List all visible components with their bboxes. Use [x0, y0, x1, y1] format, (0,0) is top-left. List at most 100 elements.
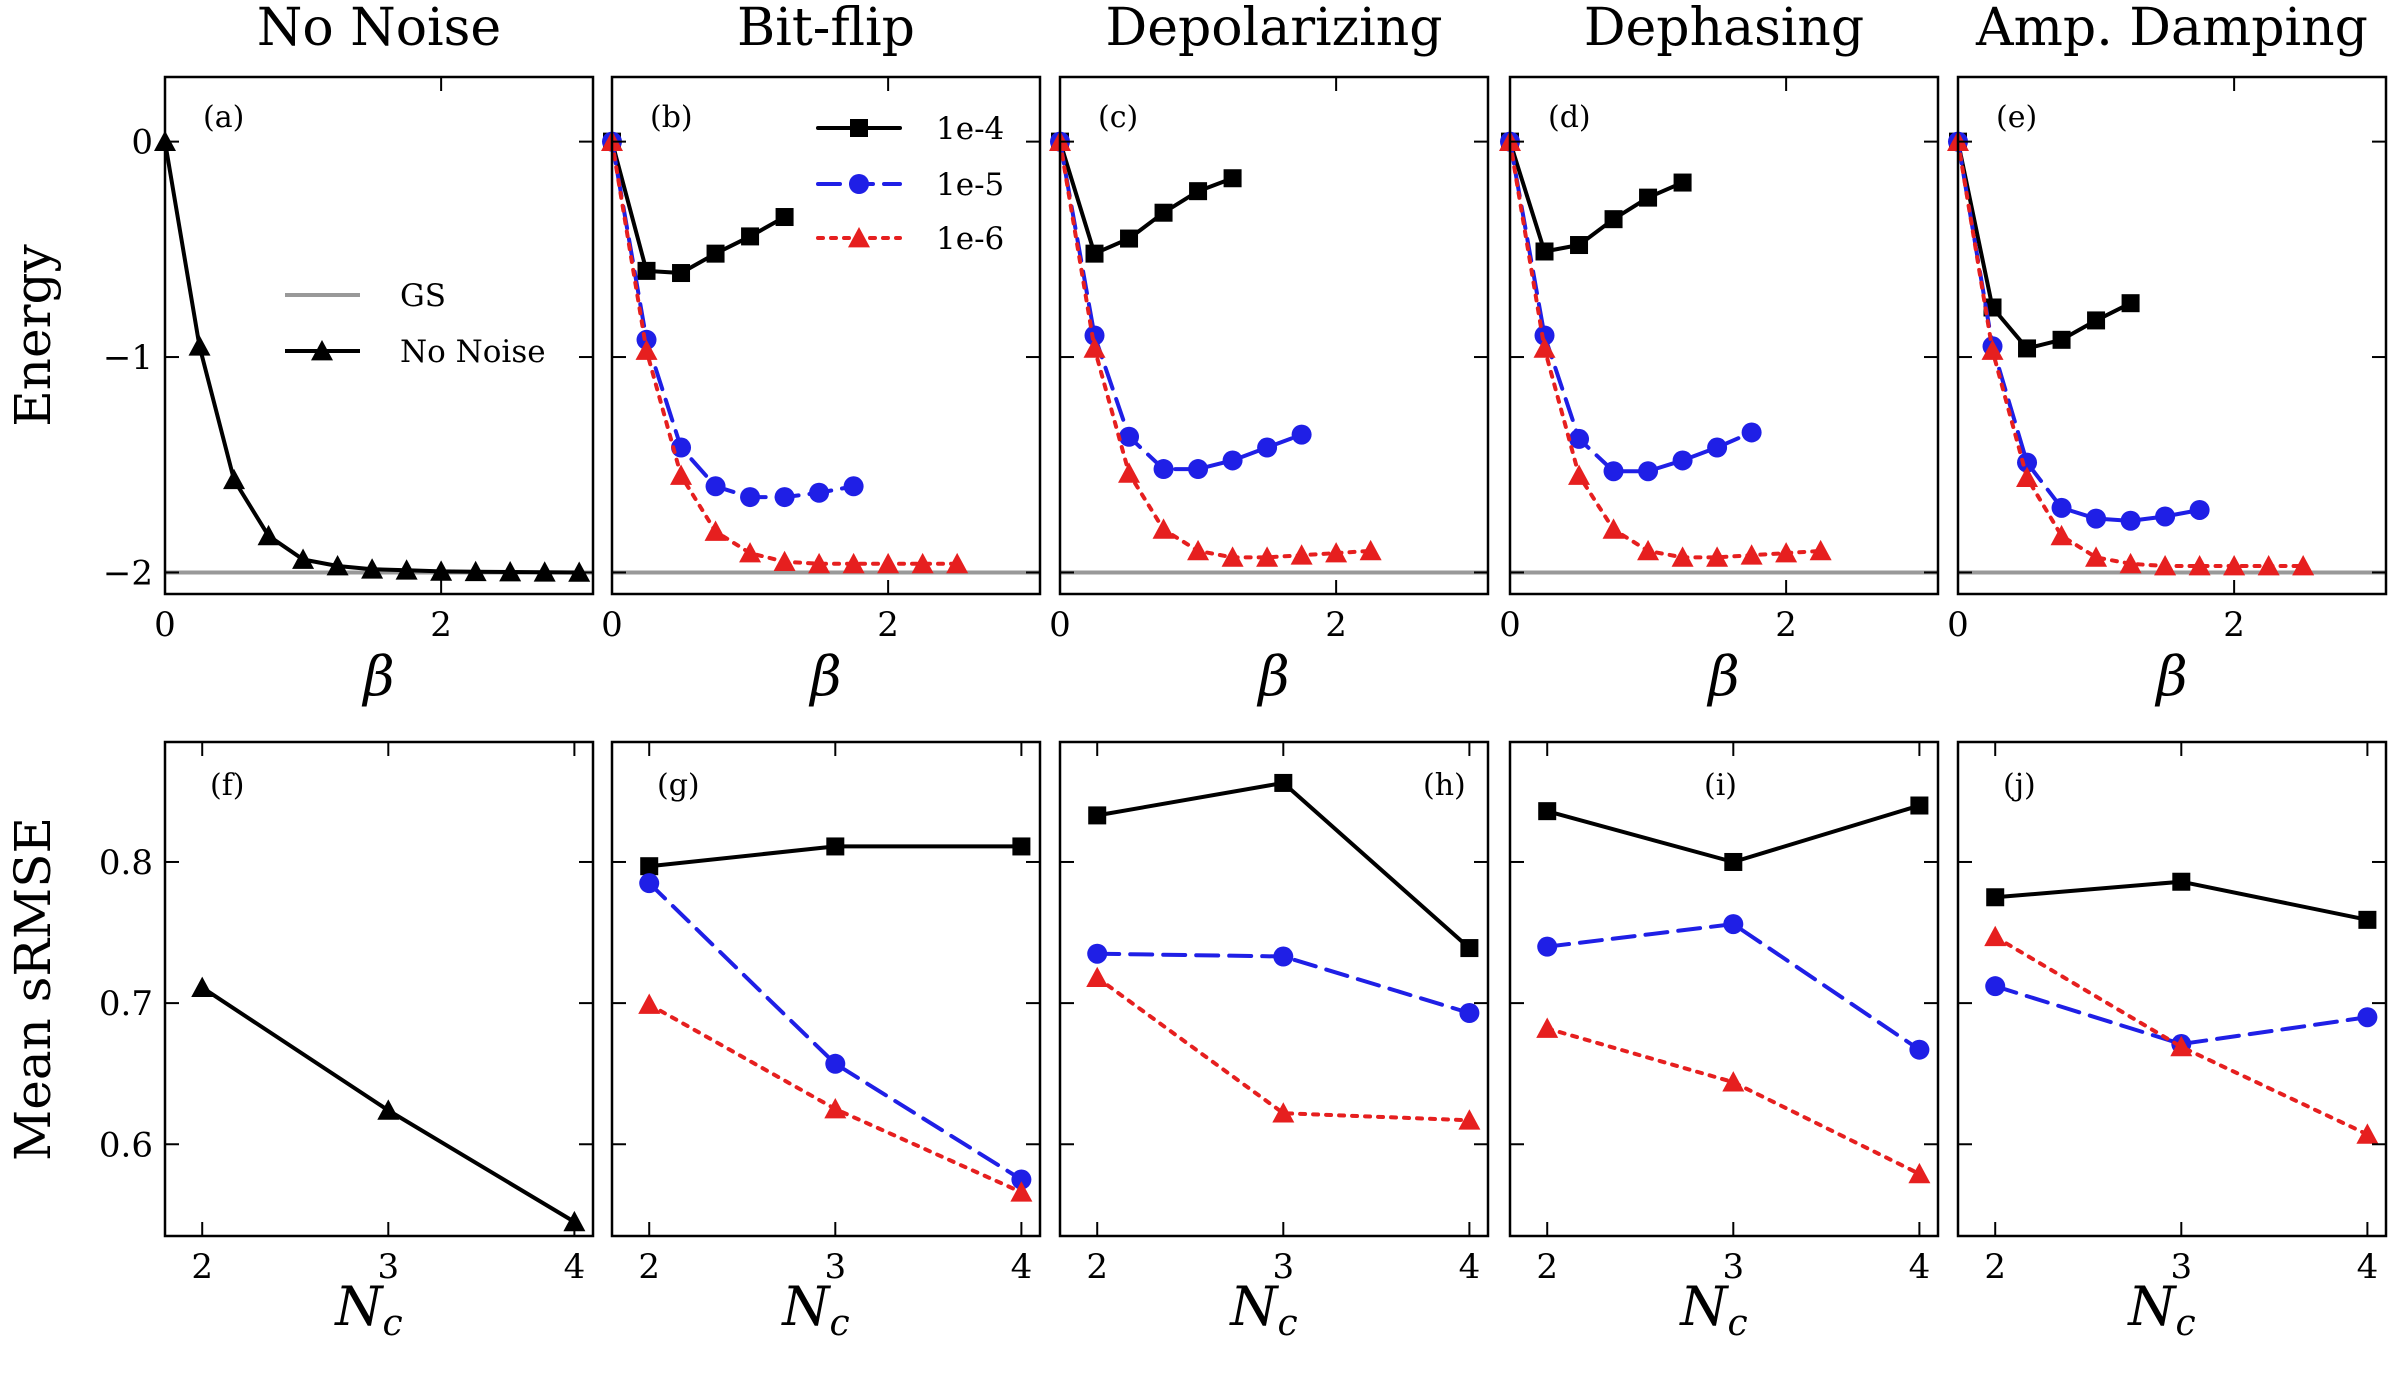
y-tick-label: 0 — [131, 123, 153, 163]
data-point — [2087, 311, 2106, 330]
x-tick-label: 3 — [377, 1247, 399, 1287]
series-1e-4 — [1986, 872, 2377, 929]
data-point — [2017, 452, 2038, 473]
data-point — [1706, 546, 1729, 567]
data-point — [1637, 539, 1660, 561]
x-tick-label: 2 — [1325, 605, 1347, 645]
x-tick-label: 0 — [601, 605, 623, 645]
data-point — [706, 244, 725, 263]
series-line — [1545, 1026, 1922, 1176]
nc-axis-subscript: c — [1278, 1303, 1298, 1344]
data-point — [2223, 554, 2246, 576]
series-line — [1508, 139, 1754, 474]
x-tick-label: 4 — [2357, 1247, 2379, 1287]
series-1e-6 — [601, 130, 969, 574]
data-point — [911, 552, 934, 574]
data-point — [464, 560, 487, 582]
data-point — [1909, 1039, 1930, 1060]
panel-frame — [1956, 740, 2388, 1238]
legend-b: 1e-4 1e-5 1e-6 — [816, 111, 1004, 257]
series-1e-6 — [638, 993, 1033, 1202]
x-tick-label: 4 — [1459, 1247, 1481, 1287]
x-tick-label: 2 — [2223, 605, 2245, 645]
x-tick-label: 3 — [1272, 1247, 1294, 1287]
series-line — [1545, 922, 1922, 1052]
data-point — [1538, 802, 1557, 821]
data-point — [1257, 437, 1278, 458]
series-1e-4 — [640, 837, 1031, 876]
panel-f: 2 3 40.60.70.8Nc(f) — [99, 740, 595, 1344]
data-point — [533, 561, 556, 582]
data-point — [773, 550, 796, 572]
data-point — [1359, 539, 1382, 561]
data-point — [705, 476, 726, 497]
data-point — [2189, 499, 2210, 520]
series-1e-6 — [1536, 1017, 1931, 1184]
data-point — [1274, 773, 1293, 792]
column-title-bit-flip: Bit-flip — [737, 0, 915, 58]
data-point — [2292, 554, 2315, 576]
legend-label-gs: GS — [400, 278, 446, 314]
data-point — [2120, 510, 2141, 531]
data-point — [2121, 294, 2140, 313]
panel-frame — [163, 740, 595, 1238]
series-1e-6 — [1086, 966, 1481, 1130]
y-tick-label: 0.6 — [99, 1125, 153, 1165]
data-point — [563, 1210, 586, 1232]
data-point — [637, 261, 656, 280]
panel-tag: (h) — [1423, 768, 1466, 803]
panel-frame — [610, 75, 1042, 596]
series-1e-6 — [1984, 925, 2379, 1144]
x-tick-label: 0 — [154, 605, 176, 645]
x-tick-label: 4 — [1909, 1247, 1931, 1287]
data-point — [1569, 428, 1590, 449]
panel-tag: (b) — [650, 100, 693, 135]
data-point — [1910, 796, 1929, 815]
data-point — [361, 558, 384, 579]
panel-tag: (f) — [210, 768, 245, 803]
panel-h: 2 3 4 Nc (h) — [1058, 740, 1490, 1344]
data-point — [1084, 325, 1105, 346]
series-1e-5 — [1537, 914, 1930, 1060]
data-point — [1723, 914, 1744, 935]
panel-tag: (g) — [657, 768, 700, 803]
data-point — [2086, 508, 2107, 529]
series-line — [1058, 139, 1373, 560]
panel-frame — [610, 740, 1042, 1238]
data-point — [1724, 852, 1743, 871]
beta-axis-label: β — [2154, 645, 2187, 708]
energy-axis-label: Energy — [4, 244, 62, 427]
panel-frame — [1058, 740, 1490, 1238]
series-1e-4 — [1088, 773, 1479, 958]
data-point — [946, 552, 969, 574]
data-point — [1981, 339, 2004, 360]
x-tick-label: 2 — [877, 605, 899, 645]
data-point — [1187, 539, 1210, 561]
data-point — [1290, 544, 1313, 565]
data-point — [740, 487, 761, 508]
x-tick-label: 0 — [1499, 605, 1521, 645]
data-point — [1120, 229, 1139, 248]
data-point — [1010, 1181, 1033, 1202]
data-point — [1188, 459, 1209, 480]
series-no-noise — [154, 130, 591, 582]
data-point — [1291, 424, 1312, 445]
data-point — [635, 339, 658, 360]
data-point — [1118, 462, 1141, 483]
series-line — [610, 141, 786, 275]
panel-a: 0 2 0 −1 −2 β (a) GS No Noise — [103, 75, 595, 708]
series-line — [1095, 975, 1472, 1123]
data-point — [826, 837, 845, 856]
x-tick-label: 3 — [1722, 1247, 1744, 1287]
data-point — [326, 554, 349, 576]
series-no-noise — [191, 976, 586, 1232]
data-point — [1672, 450, 1693, 471]
data-point — [499, 561, 522, 582]
data-point — [672, 264, 691, 283]
data-point — [843, 476, 864, 497]
data-point — [1011, 1169, 1032, 1190]
data-point — [808, 552, 831, 574]
x-tick-label: 4 — [564, 1247, 586, 1287]
panel-e: 0 2β (e) — [1947, 75, 2388, 708]
